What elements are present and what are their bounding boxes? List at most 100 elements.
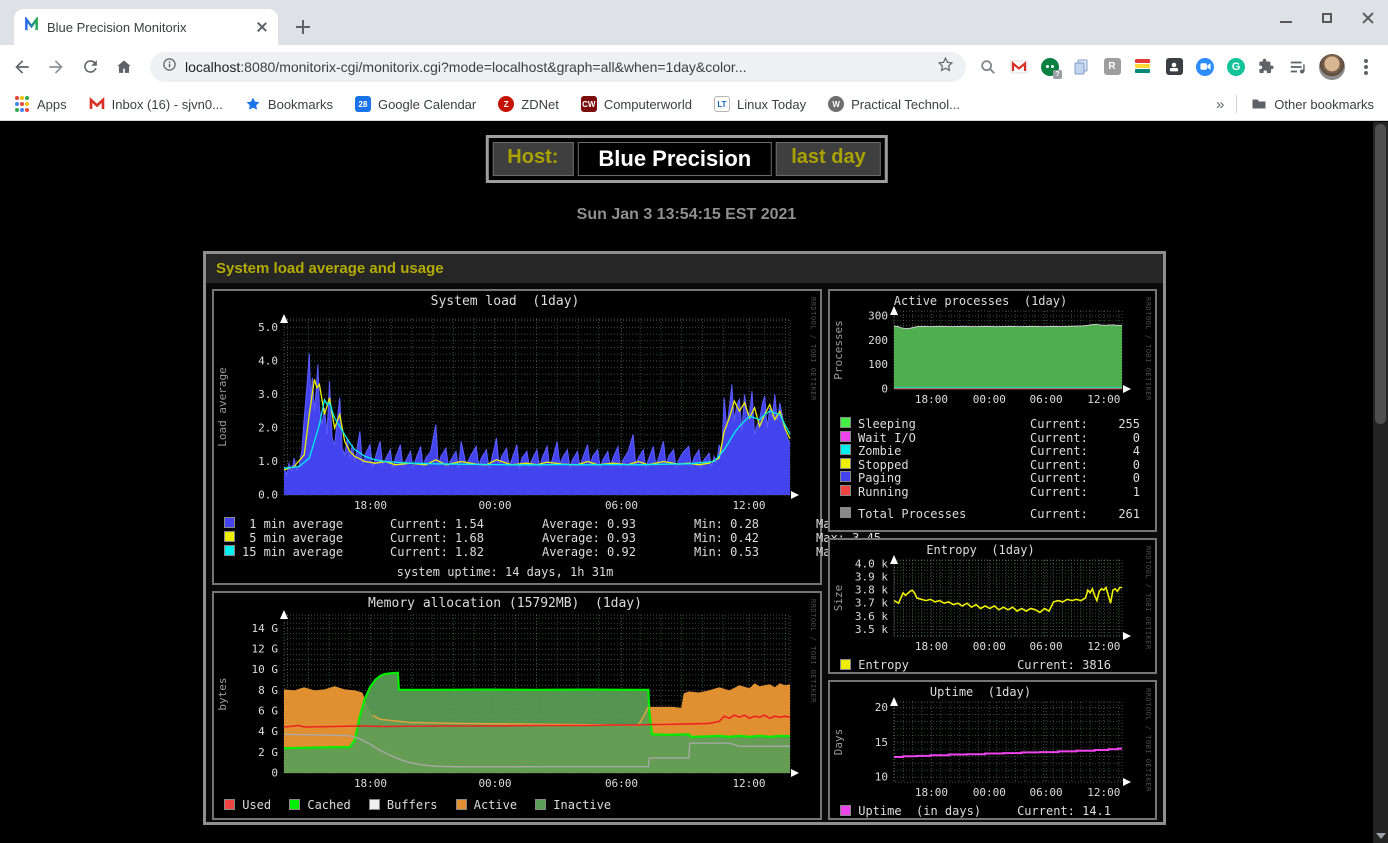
site-info-icon[interactable] — [162, 57, 177, 77]
maximize-button[interactable] — [1322, 13, 1332, 23]
legend-swatch — [368, 799, 380, 810]
svg-text:06:00: 06:00 — [605, 777, 638, 790]
home-button[interactable] — [110, 53, 138, 81]
entropy-graph-panel[interactable]: Entropy (1day) 3.5 k 3.6 k 3.7 k 3.8 k 3.9 k… — [828, 538, 1157, 674]
profile-avatar[interactable] — [1319, 53, 1345, 80]
copy-pages-extension-icon[interactable] — [1071, 57, 1091, 77]
svg-text:00:00: 00:00 — [973, 786, 1006, 799]
close-window-button[interactable] — [1362, 12, 1374, 24]
legend-swatch — [224, 799, 235, 810]
legend-value: 0 — [1132, 457, 1140, 472]
bookmark-item-star[interactable]: Bookmarks — [245, 96, 333, 112]
page-scrollbar[interactable] — [1373, 122, 1388, 843]
svg-text:20: 20 — [875, 701, 888, 714]
grammarly-extension-icon[interactable]: G — [1226, 57, 1246, 77]
system-load-graph-panel[interactable]: System load (1day) 0.0 1.0 2.0 3.0 4.0 5.0 18:… — [212, 289, 881, 585]
bookmark-item-computerworld[interactable]: CW Computerworld — [580, 96, 692, 112]
legend-label: Inactive — [546, 797, 612, 812]
uptime-graph-panel[interactable]: Uptime (1day) 10 15 20 18:00 00:00 06:00 12:00… — [828, 680, 1157, 820]
books-extension-icon[interactable] — [1133, 57, 1153, 77]
monitorix-page: Host: Blue Precision last day Sun Jan 3 … — [0, 122, 1373, 843]
svg-text:100: 100 — [868, 358, 888, 371]
legend-row: Running Current: 1 — [840, 484, 1145, 499]
legend-swatch — [840, 444, 851, 455]
legend-col: 1 min average — [242, 517, 344, 531]
bookmark-item-calendar[interactable]: 28 Google Calendar — [354, 96, 476, 112]
system-load-svg: 0.0 1.0 2.0 3.0 4.0 5.0 18:00 00:00 06:00 12:00 Lo… — [216, 314, 799, 512]
rrdtool-credit: RRDTOOL / TOBI OETIKER — [1144, 688, 1152, 792]
gray-letter-extension-icon[interactable]: R — [1102, 57, 1122, 77]
bookmark-star-icon[interactable] — [937, 56, 954, 78]
legend-swatch — [289, 799, 301, 810]
svg-text:3.8 k: 3.8 k — [855, 584, 888, 597]
entropy-svg: 3.5 k3.6 k3.7 k3.8 k3.9 k4.0 k 18:00 00:00… — [832, 555, 1131, 653]
url-path: :8080/monitorix-cgi/monitorix.cgi?mode=l… — [240, 58, 747, 75]
svg-text:Processes: Processes — [832, 320, 845, 380]
legend-swatch — [840, 507, 851, 518]
search-extension-icon[interactable] — [978, 57, 998, 77]
scrollbar-down-arrow[interactable] — [1376, 833, 1386, 839]
svg-text:10 G: 10 G — [252, 663, 279, 676]
svg-text:3.9 k: 3.9 k — [855, 571, 888, 584]
legend-swatch — [840, 471, 851, 482]
svg-text:Days: Days — [832, 729, 845, 756]
new-tab-button[interactable] — [292, 16, 314, 38]
forward-button[interactable] — [42, 53, 70, 81]
playlist-extension-icon[interactable] — [1288, 57, 1308, 77]
back-button[interactable] — [8, 53, 36, 81]
uptime-legend: Uptime (in days) Current: 14.1 — [840, 804, 1145, 818]
pocket-extension-icon[interactable] — [1164, 57, 1184, 77]
minimize-button[interactable] — [1280, 21, 1292, 23]
reload-button[interactable] — [76, 53, 104, 81]
hangouts-extension-icon[interactable]: ? — [1040, 57, 1062, 79]
bookmark-item-wordpress[interactable]: W Practical Technol... — [828, 96, 960, 112]
star-icon — [245, 96, 261, 112]
url-host: localhost — [185, 58, 241, 75]
svg-text:Size: Size — [832, 585, 845, 612]
scrollbar-thumb[interactable] — [1375, 124, 1386, 424]
bookmarks-separator — [1236, 95, 1238, 113]
tab-close-icon[interactable] — [256, 21, 268, 33]
bookmark-item-zdnet[interactable]: Z ZDNet — [498, 96, 559, 112]
legend-current-label: Current: — [1030, 444, 1088, 458]
time-range-button[interactable]: last day — [776, 142, 881, 176]
browser-tab[interactable]: Blue Precision Monitorix — [14, 9, 278, 45]
legend-swatch — [840, 484, 851, 496]
legend-swatch-cell — [224, 531, 242, 545]
legend-item: Used — [224, 798, 271, 812]
legend-swatch — [224, 517, 235, 528]
hangouts-badge: ? — [1053, 69, 1062, 79]
legend-col: Min: 0.42 — [694, 531, 760, 545]
processes-graph-panel[interactable]: Active processes (1day) 0 100 200 300 18:00 0… — [828, 289, 1157, 532]
legend-label: Total Processes — [858, 507, 967, 521]
address-bar[interactable]: localhost:8080/monitorix-cgi/monitorix.c… — [150, 51, 966, 82]
bookmark-item-apps-grid[interactable]: Apps — [14, 96, 67, 112]
legend-label: Entropy — [851, 657, 909, 672]
system-load-section: System load average and usage System loa… — [203, 251, 1166, 825]
legend-value: 1 — [1132, 484, 1140, 499]
legend-row: Sleeping Current: 255 — [840, 417, 1145, 431]
url-text[interactable]: localhost:8080/monitorix-cgi/monitorix.c… — [185, 59, 929, 75]
legend-row: Uptime (in days) Current: 14.1 — [840, 804, 1145, 818]
svg-text:10: 10 — [875, 771, 888, 784]
bookmark-item-gmail[interactable]: Inbox (16) - sjvn0... — [89, 96, 223, 112]
bookmarks-overflow-icon[interactable]: » — [1215, 95, 1224, 113]
svg-text:00:00: 00:00 — [478, 499, 511, 512]
memory-allocation-svg: 0 2 G 4 G 6 G 8 G 10 G 12 G 14 G 18:00 00:00 06:00… — [216, 610, 799, 790]
gmail-extension-icon[interactable] — [1009, 57, 1029, 77]
processes-chart: 0 100 200 300 18:00 00:00 06:00 12:00 Processes — [830, 305, 1150, 414]
extensions-puzzle-icon[interactable] — [1257, 57, 1277, 77]
bookmark-item-linuxtoday[interactable]: LT Linux Today — [713, 96, 806, 112]
host-selector: Host: Blue Precision last day — [485, 135, 888, 183]
legend-label: Wait I/O — [858, 430, 916, 445]
legend-current-label: Current: — [1030, 471, 1088, 485]
legend-label: Running — [858, 484, 909, 499]
legend-swatch — [840, 417, 851, 428]
memory-graph-panel[interactable]: Memory allocation (15792MB) (1day) 0 2 G 4… — [212, 591, 822, 820]
bookmark-label: Inbox (16) - sjvn0... — [111, 96, 223, 112]
legend-row: Wait I/O Current: 0 — [840, 430, 1145, 445]
other-bookmarks[interactable]: Other bookmarks — [1251, 96, 1374, 112]
legend-swatch — [535, 799, 547, 810]
zoom-extension-icon[interactable] — [1195, 57, 1215, 77]
browser-menu-icon[interactable] — [1364, 64, 1368, 69]
